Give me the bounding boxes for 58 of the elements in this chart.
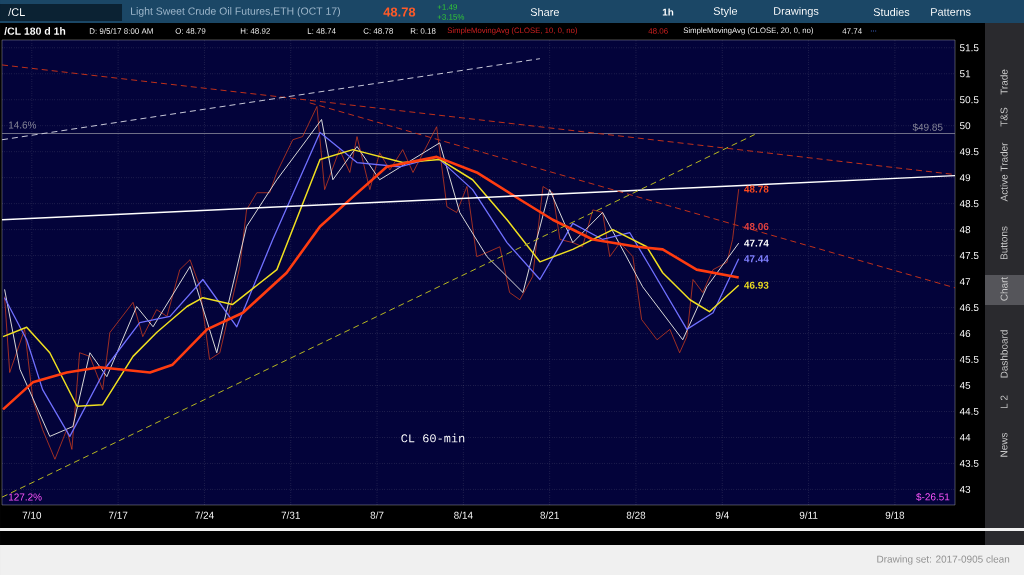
x-tick-label: 8/21 (540, 511, 559, 519)
y-tick-label: 44.5 (959, 407, 979, 415)
x-tick-label: 8/14 (454, 511, 473, 519)
x-tick-label: 7/10 (22, 511, 42, 519)
text: Active Trader (1000, 142, 1008, 202)
y-tick-label: 46 (959, 330, 971, 338)
text: Style (713, 6, 738, 18)
text: 48.78 (383, 7, 416, 17)
ref-line-label: $49.85 (912, 123, 943, 132)
y-tick-label: 45 (959, 382, 971, 389)
y-tick-label: 50 (959, 122, 971, 130)
y-tick-label: 51 (959, 70, 971, 78)
text: 1h (662, 8, 674, 16)
chart-subtitle: /CL 180 d 1h (4, 27, 66, 35)
annotation: 46.93 (744, 281, 769, 289)
text: T&S (1000, 107, 1008, 127)
text: L 2 (1000, 395, 1008, 409)
annotation: 47.44 (744, 255, 769, 263)
annotation: 48.06 (744, 222, 769, 231)
y-tick-label: 47.5 (959, 252, 979, 260)
text: Studies (873, 7, 910, 17)
text: Patterns (931, 8, 971, 16)
annotation: 127.2% (8, 493, 42, 501)
x-tick-label: 9/11 (799, 511, 818, 519)
y-tick-label: 49 (959, 174, 971, 182)
x-tick-label: 9/4 (715, 511, 729, 519)
x-tick-label: 9/18 (885, 511, 905, 519)
y-tick-label: 43.5 (959, 459, 979, 467)
text: News (1000, 432, 1008, 457)
text: Dashboard (1000, 330, 1008, 378)
annotation: 48.78 (744, 185, 769, 193)
y-tick-label: 50.5 (959, 96, 979, 104)
text: Drawing set: 2017-0905 clean (877, 555, 1010, 565)
x-tick-label: 8/7 (370, 511, 384, 519)
y-tick-label: 48.5 (959, 200, 979, 208)
y-tick-label: 47 (959, 278, 971, 285)
text: Trade (1000, 69, 1008, 95)
annotation: CL 60-min (401, 433, 465, 443)
chart-title: Light Sweet Crude Oil Futures,ETH (OCT 17) (131, 7, 340, 17)
text: Chart (1000, 276, 1008, 301)
y-tick-label: 46.5 (959, 304, 979, 312)
y-tick-label: 51.5 (959, 44, 979, 52)
x-tick-label: 8/28 (626, 511, 646, 519)
x-tick-label: 7/17 (108, 511, 128, 519)
x-tick-label: 7/24 (195, 511, 214, 519)
y-tick-label: 48 (959, 226, 971, 234)
text: /CL (8, 7, 25, 17)
y-tick-label: 43 (959, 485, 971, 493)
annotation: 47.74 (744, 239, 769, 247)
y-tick-label: 45.5 (959, 356, 979, 363)
text: Drawings (774, 6, 819, 18)
annotation: 14.6% (8, 121, 37, 129)
y-tick-label: 49.5 (959, 148, 979, 156)
text: Buttons (1000, 226, 1008, 260)
y-tick-label: 44 (959, 434, 971, 441)
annotation: $-26.51 (916, 492, 950, 502)
text: Share (530, 7, 559, 17)
x-tick-label: 7/31 (281, 511, 300, 519)
